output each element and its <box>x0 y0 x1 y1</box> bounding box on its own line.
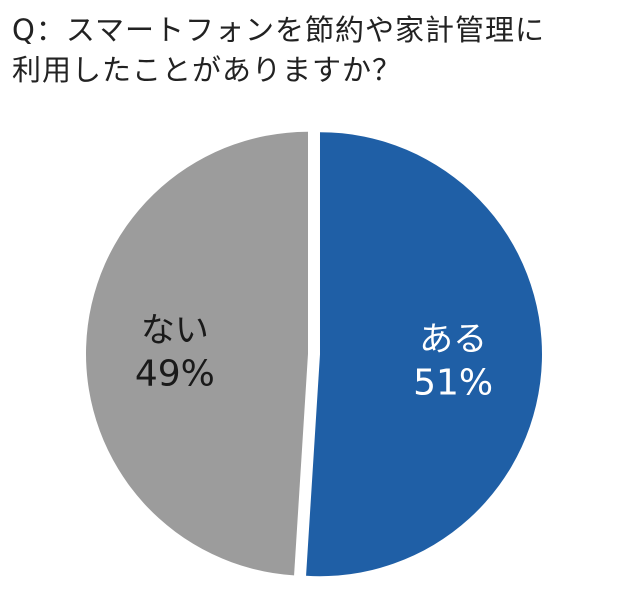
chart-title: Q：スマートフォンを節約や家計管理に 利用したことがありますか？ <box>12 10 636 90</box>
pie-slice-yes <box>306 132 542 577</box>
pie-slice-label: ある <box>419 319 487 359</box>
pie-slice-label: ない <box>141 311 209 351</box>
pie-slices <box>86 131 542 577</box>
pie-slice-value: 49% <box>135 354 215 395</box>
pie-slice-no <box>86 131 309 576</box>
pie-slice-value: 51% <box>413 362 493 403</box>
chart-title-line-1: Q：スマートフォンを節約や家計管理に <box>12 13 545 47</box>
chart-title-line-2: 利用したことがありますか？ <box>12 53 403 87</box>
